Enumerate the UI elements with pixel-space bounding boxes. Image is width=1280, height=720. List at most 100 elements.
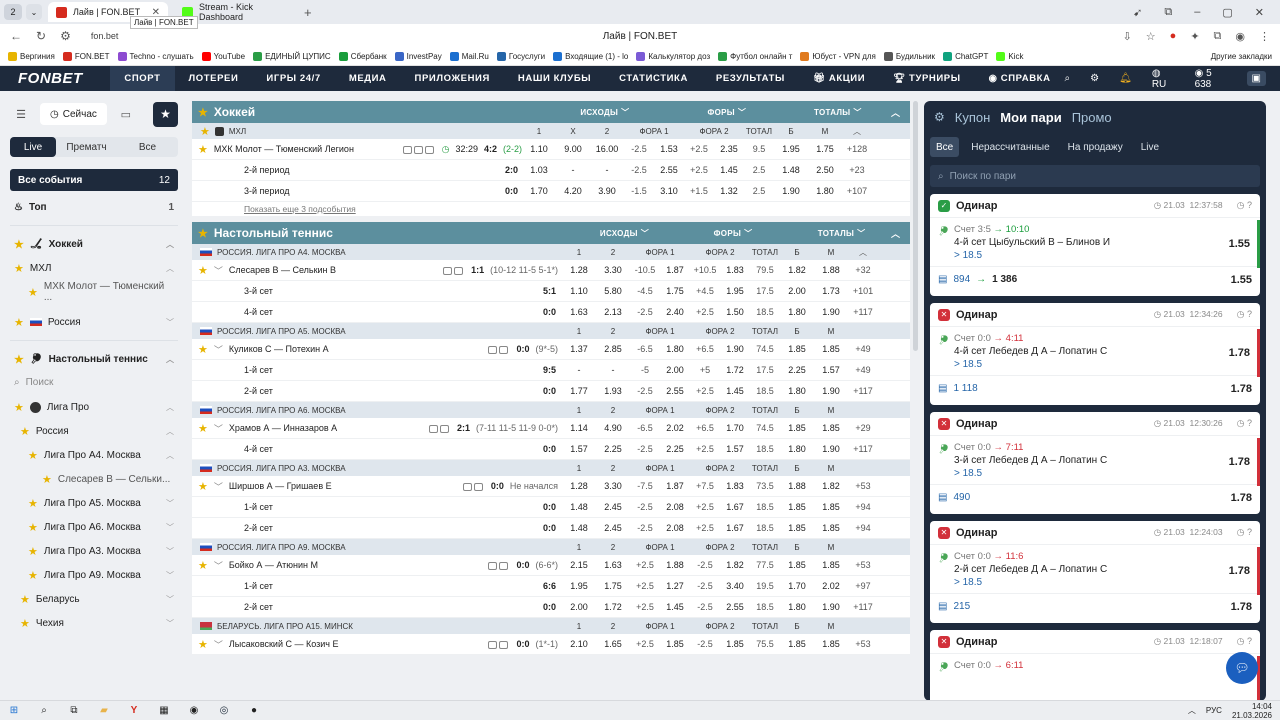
odds-cell[interactable]: 1.14 <box>570 423 588 433</box>
star-icon[interactable]: ★ <box>20 593 30 606</box>
odds-cell[interactable]: 2.08 <box>666 502 684 512</box>
odds-cell[interactable]: +6.5 <box>696 344 714 354</box>
odds-cell[interactable]: 1.85 <box>788 523 806 533</box>
table-row[interactable]: ★ ﹀ Слесарев В — Селькин В 1:1 (10-12 11-5 5… <box>192 260 910 281</box>
odds-cell[interactable]: 1.80 <box>788 444 806 454</box>
chevron-up-icon[interactable]: ︿ <box>853 126 861 136</box>
odds-cell[interactable]: +10.5 <box>693 265 717 275</box>
odds-cell[interactable]: -2.5 <box>637 307 653 317</box>
odds-cell[interactable]: 77.5 <box>756 560 774 570</box>
clock-icon[interactable]: ◷ <box>1236 309 1245 319</box>
table-row[interactable]: 2-й сет 0:0 1.48 2.45 -2.5 2.08 +2.5 1.67 18.5 1.… <box>192 518 910 539</box>
odds-cell[interactable]: 2.02 <box>822 581 840 591</box>
totals-column[interactable]: ТОТАЛЫ ﹀ <box>792 228 891 239</box>
star-icon[interactable]: ★ <box>198 106 208 119</box>
bookmark-item[interactable]: Юбуст - VPN для <box>800 52 876 61</box>
stats-icon[interactable] <box>413 145 423 154</box>
bookmark-item[interactable]: Kick <box>996 52 1024 61</box>
stats-icon[interactable] <box>473 482 483 491</box>
totals-column[interactable]: ТОТАЛЫ ﹀ <box>788 107 888 118</box>
more-markets[interactable]: +117 <box>853 307 873 317</box>
more-markets[interactable]: +53 <box>855 639 871 649</box>
more-markets[interactable]: +117 <box>853 386 873 396</box>
odds-cell[interactable]: 74.5 <box>756 344 774 354</box>
minimize-icon[interactable]: – <box>1194 5 1201 18</box>
odds-cell[interactable]: 1.90 <box>822 444 840 454</box>
more-markets[interactable]: +53 <box>855 560 871 570</box>
sport-header-table-tennis[interactable]: ★ Настольный теннис ИСХОДЫ ﹀ ФОРЫ ﹀ ТОТАЛЫ… <box>192 222 910 244</box>
chevron-up-icon[interactable]: ︿ <box>859 247 867 257</box>
more-markets[interactable]: +49 <box>855 344 871 354</box>
table-row[interactable]: ★ ﹀ Куликов С — Потехин А 0:0 (9*-5) 1.37 2.85… <box>192 339 910 360</box>
filter-all[interactable]: Все <box>930 137 960 157</box>
odds-cell[interactable]: 1.37 <box>570 344 588 354</box>
odds-cell[interactable]: 1.45 <box>720 165 738 175</box>
odds-cell[interactable]: - <box>577 365 581 375</box>
odds-cell[interactable]: -1.5 <box>631 186 647 196</box>
more-markets[interactable]: +49 <box>855 365 871 375</box>
more-markets[interactable]: +117 <box>853 602 873 612</box>
odds-cell[interactable]: +7.5 <box>696 481 714 491</box>
odds-cell[interactable]: 1.82 <box>788 265 806 275</box>
odds-cell[interactable]: 1.88 <box>788 481 806 491</box>
stats-icon[interactable] <box>499 561 509 570</box>
url-input[interactable]: fon.bet <box>90 31 119 41</box>
more-markets[interactable]: +32 <box>855 265 871 275</box>
star-icon[interactable]: ★ <box>20 617 30 630</box>
bookmark-item[interactable]: Входящие (1) - lo <box>553 52 628 61</box>
nav-promos[interactable]: 🎁︎ АКЦИИ <box>799 66 879 91</box>
tab-live[interactable]: Live <box>10 137 56 157</box>
odds-cell[interactable]: -2.5 <box>637 444 653 454</box>
bet-actions[interactable]: ◷ ? <box>1237 527 1252 538</box>
odds-cell[interactable]: 1.57 <box>822 365 840 375</box>
table-row[interactable]: 2-й сет 0:0 1.77 1.93 -2.5 2.55 +2.5 1.45 18.5 1.… <box>192 381 910 402</box>
site-info-icon[interactable]: ⚙ <box>60 29 71 43</box>
odds-cell[interactable]: +5 <box>699 365 711 375</box>
extensions-icon[interactable]: ✦ <box>1190 30 1200 43</box>
sidebar-item-league-a5[interactable]: ★ Лига Про А5. Москва ﹀ <box>10 491 178 515</box>
stream-icons[interactable] <box>488 344 510 354</box>
odds-cell[interactable]: 1.90 <box>822 386 840 396</box>
profile-icon[interactable]: ◉ <box>1235 30 1245 43</box>
odds-cell[interactable]: 1.83 <box>726 265 744 275</box>
odds-cell[interactable]: 1.82 <box>726 560 744 570</box>
bet-card[interactable]: ✕ Одинар ◷ 21.03 12:18:07 ◷ ? 🏓︎ Счет 0:0 → 6… <box>930 630 1260 701</box>
table-row[interactable]: ★ ﹀ Лысаковский С — Козич Е 0:0 (1*-1) 2.10 1.… <box>192 634 910 655</box>
video-icon[interactable] <box>462 482 472 491</box>
bet-card[interactable]: ✓ Одинар ◷ 21.03 12:37:58 ◷ ? 🏓︎ Счет 3:5 → 1… <box>930 194 1260 296</box>
filter-icon[interactable]: ☰ <box>16 108 26 121</box>
odds-cell[interactable]: 1.85 <box>822 344 840 354</box>
show-more-link[interactable]: Показать еще 3 подсобытия <box>192 202 910 220</box>
odds-cell[interactable]: 9.5 <box>752 144 766 154</box>
nav-lotteries[interactable]: ЛОТЕРЕИ <box>188 73 239 84</box>
other-bookmarks[interactable]: Другие закладки <box>1210 52 1272 61</box>
odds-cell[interactable]: 1.57 <box>570 444 588 454</box>
table-row[interactable]: 4-й сет 0:0 1.57 2.25 -2.5 2.25 +2.5 1.57 18.5 1.… <box>192 439 910 460</box>
search-icon[interactable]: ⌕ <box>1064 73 1071 84</box>
odds-cell[interactable]: 74.5 <box>756 423 774 433</box>
nav-help[interactable]: ◉ СПРАВКА <box>975 66 1065 91</box>
odds-cell[interactable]: 1.77 <box>570 386 588 396</box>
odds-cell[interactable]: 1.85 <box>788 639 806 649</box>
window-close-icon[interactable]: ✕ <box>1254 6 1264 19</box>
tab-list-icon[interactable]: ⌄ <box>26 4 42 20</box>
more-markets[interactable]: +23 <box>849 165 865 175</box>
odds-cell[interactable]: 1.90 <box>822 602 840 612</box>
sidebar-item-mhl-match[interactable]: ★ МХК Молот — Тюменский ... <box>10 280 178 304</box>
bet-card[interactable]: ✕ Одинар ◷ 21.03 12:24:03 ◷ ? 🏓︎ Счет 0:0 → 1… <box>930 521 1260 623</box>
steam-icon[interactable]: ◎ <box>219 705 229 716</box>
nav-stats[interactable]: СТАТИСТИКА <box>619 73 688 84</box>
star-icon[interactable]: ★ <box>198 559 208 572</box>
bookmark-item[interactable]: Mail.Ru <box>449 52 489 61</box>
chevron-down-icon[interactable]: ﹀ <box>213 423 223 434</box>
event-name[interactable]: Бойко А — Атюнин М <box>228 560 319 570</box>
bet-actions[interactable]: ◷ ? <box>1237 309 1252 320</box>
odds-cell[interactable]: 1.48 <box>782 165 800 175</box>
odds-cell[interactable]: 1.85 <box>788 344 806 354</box>
help-icon[interactable]: ? <box>1246 200 1252 210</box>
star-icon[interactable]: ★ <box>198 480 208 493</box>
scoreboard-icon[interactable] <box>424 145 434 154</box>
tab-coupon[interactable]: Купон <box>954 109 991 125</box>
bookmark-item[interactable]: ЕДИНЫЙ ЦУПИС <box>253 52 331 61</box>
star-icon[interactable]: ★ <box>14 316 24 329</box>
